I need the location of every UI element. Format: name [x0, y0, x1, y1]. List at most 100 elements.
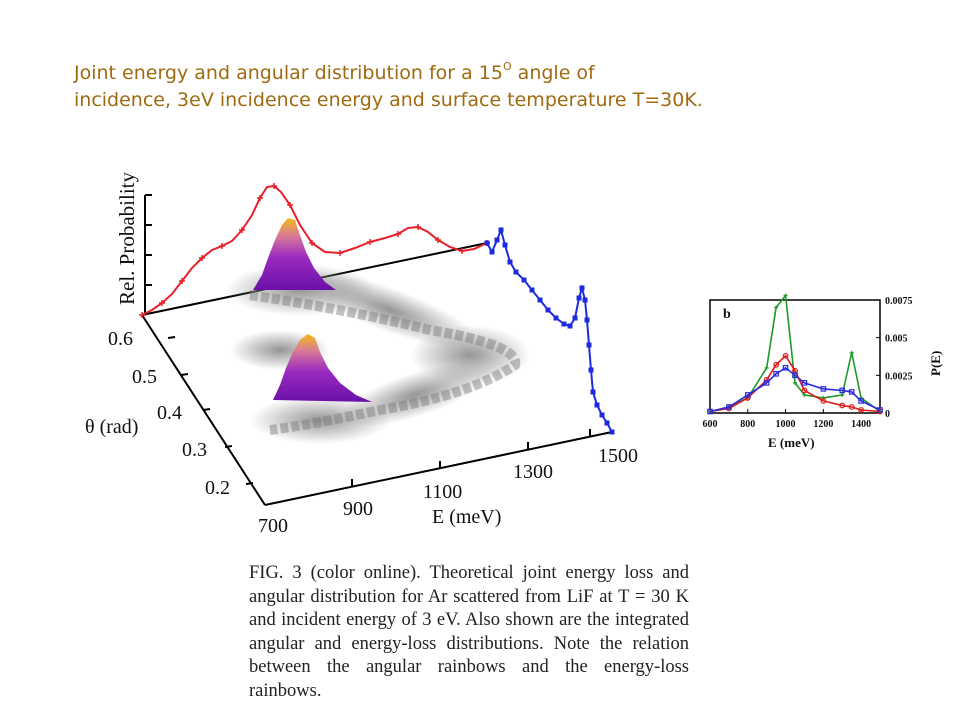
inset-series-point — [840, 392, 845, 397]
energy-curve-point — [521, 277, 527, 283]
inset-series-point — [877, 407, 883, 413]
angular-curve-point — [367, 239, 373, 245]
angular-curve-point — [179, 278, 185, 284]
inset-series-point — [726, 404, 732, 410]
inset-series-point — [858, 407, 865, 413]
inset-series-point — [773, 371, 779, 377]
inset-ytick-label: 0.005 — [885, 334, 908, 345]
inset-series — [707, 293, 883, 415]
inset-panel-label: b — [723, 307, 731, 322]
energy-tick-0: 700 — [258, 515, 288, 537]
inset-series-point — [848, 404, 855, 410]
slide-heading: Joint energy and angular distribution fo… — [74, 60, 934, 114]
energy-axis-label: E (meV) — [432, 506, 501, 528]
energy-tick-1: 900 — [343, 498, 373, 520]
energy-curve-point — [494, 237, 500, 243]
energy-curve-point — [584, 317, 590, 323]
front-peak — [273, 334, 372, 402]
inset-series-point — [793, 380, 797, 385]
inset-ylabel: P(E) — [928, 351, 943, 376]
energy-curve-point — [561, 321, 567, 327]
theta-tick-4: 0.2 — [205, 477, 230, 499]
heading-superscript: O — [502, 60, 512, 73]
energy-curve-point — [513, 269, 519, 275]
inset-series-point — [773, 361, 780, 368]
energy-curve-point — [599, 412, 605, 418]
energy-axis-line — [264, 431, 613, 506]
energy-tick-3: 1300 — [513, 461, 553, 483]
inset-series-point — [802, 392, 807, 397]
inset-ytick-label: 0.0025 — [885, 371, 913, 382]
energy-curve-point — [582, 297, 588, 303]
energy-tick-2: 1100 — [423, 481, 462, 503]
energy-curve-point — [529, 287, 535, 293]
heading-line1-post: angle of — [511, 62, 595, 84]
inset-series-point — [782, 365, 789, 371]
inset-series-point — [782, 352, 789, 359]
inset-series-point — [801, 380, 808, 386]
inset-series-line — [709, 354, 881, 413]
angular-curve-point — [415, 224, 421, 230]
surface-plot: Rel. Probability 0.6 0.5 0.4 0.3 0.2 θ (… — [85, 172, 638, 537]
energy-curve-point — [604, 420, 610, 426]
angular-curve-point — [309, 240, 315, 246]
energy-curve-point — [609, 429, 615, 435]
theta-tick-1: 0.5 — [132, 366, 157, 388]
energy-curve-point — [567, 323, 573, 329]
inset-ytick-labels: 0.0075 0.005 0.0025 0 — [885, 296, 913, 420]
angular-curve-point — [435, 237, 441, 243]
energy-curve-point — [576, 295, 582, 301]
energy-curve-point — [498, 227, 504, 233]
inset-series-point — [839, 387, 846, 394]
theta-tick-0: 0.6 — [108, 328, 133, 350]
inset-series-point — [858, 398, 864, 404]
inset-ticks — [709, 299, 880, 414]
theta-ticks — [167, 336, 254, 485]
inset-series-point — [707, 408, 713, 415]
angular-curve-point — [139, 312, 145, 318]
figure-caption: FIG. 3 (color online). Theoretical joint… — [249, 562, 689, 703]
energy-curve-point — [489, 249, 495, 255]
angular-curve-point — [459, 248, 465, 254]
z-axis-label: Rel. Probability — [115, 172, 139, 305]
angular-curve-point — [287, 202, 293, 208]
inset-xtick-label: 1400 — [851, 419, 871, 430]
angular-curve-point — [337, 250, 343, 256]
angular-curve-point — [159, 300, 165, 306]
energy-curve-point — [586, 342, 592, 348]
inset-frame — [709, 299, 881, 414]
inset-xtick-labels: 600 800 1000 1200 1400 — [703, 419, 872, 430]
inset-series-point — [820, 398, 827, 404]
energy-curve-point — [590, 389, 596, 395]
heading-line1-pre: Joint energy and angular distribution fo… — [74, 62, 503, 84]
energy-curve-point — [484, 240, 490, 246]
inset-series-point — [763, 380, 770, 386]
energy-curve-line — [486, 226, 613, 433]
energy-curve-point — [545, 307, 551, 313]
energy-curve-point — [572, 315, 578, 321]
energy-curve-point — [553, 315, 559, 321]
energy-ticks — [351, 429, 591, 487]
angular-distribution-curve — [139, 183, 490, 318]
energy-curve-point — [588, 367, 594, 373]
inset-ytick-label: 0 — [885, 409, 890, 420]
inset-series-point — [744, 392, 751, 398]
energy-curve-point — [502, 242, 508, 248]
inset-series-point — [783, 293, 788, 298]
energy-curve-point — [594, 402, 600, 408]
inset-xtick-label: 800 — [740, 419, 755, 430]
theta-axis-label: θ (rad) — [85, 416, 138, 438]
inset-series-point — [801, 387, 808, 394]
angular-curve-point — [257, 195, 263, 201]
inset-xlabel: E (meV) — [768, 435, 815, 450]
energy-loss-distribution-curve — [484, 226, 615, 435]
energy-curve-point — [537, 297, 543, 303]
inset-series-point — [821, 395, 826, 400]
inset-xtick-label: 1200 — [813, 419, 833, 430]
angular-curve-point — [271, 183, 277, 189]
inset-xtick-label: 600 — [703, 419, 718, 430]
angular-curve-point — [395, 231, 401, 237]
inset-xtick-label: 1000 — [776, 419, 796, 430]
theta-tick-3: 0.3 — [182, 439, 207, 461]
inset-series-point — [792, 372, 798, 379]
